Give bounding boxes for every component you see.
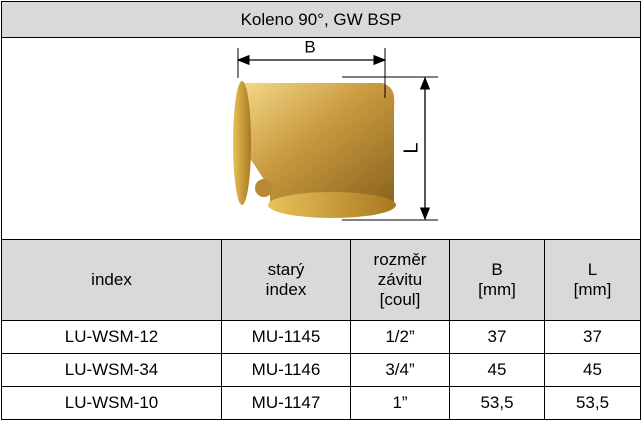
cell: LU-WSM-34 — [2, 354, 222, 387]
header-text: B — [450, 260, 544, 280]
cell: 53,5 — [450, 387, 545, 420]
header-text: závitu — [351, 270, 449, 290]
title: Koleno 90°, GW BSP — [2, 2, 641, 38]
cell: 1/2” — [351, 321, 450, 354]
header-text: L — [545, 260, 640, 280]
bottom-flange — [268, 192, 396, 218]
cell: 37 — [450, 321, 545, 354]
image-row: B L — [2, 38, 641, 240]
cell: 1” — [351, 387, 450, 420]
side-flange — [233, 81, 251, 205]
cell: MU-1147 — [222, 387, 351, 420]
header-cell: index — [2, 240, 222, 321]
header-text: [coul] — [351, 290, 449, 310]
image-cell: B L — [2, 38, 641, 240]
cell: MU-1145 — [222, 321, 351, 354]
cell: MU-1146 — [222, 354, 351, 387]
cell: 45 — [545, 354, 641, 387]
header-text: [mm] — [450, 280, 544, 300]
header-cell: B[mm] — [450, 240, 545, 321]
header-cell: L[mm] — [545, 240, 641, 321]
cell: 3/4” — [351, 354, 450, 387]
label-l: L — [400, 142, 422, 153]
header-text: [mm] — [545, 280, 640, 300]
fitting-image: B L — [2, 38, 641, 239]
cell: LU-WSM-10 — [2, 387, 222, 420]
product-table: Koleno 90°, GW BSP — [1, 1, 641, 420]
label-b: B — [304, 38, 315, 56]
cell: 45 — [450, 354, 545, 387]
page: {"table": { "title": "Koleno 90°, GW BSP… — [0, 0, 641, 431]
header-text: index — [222, 280, 350, 300]
boss — [255, 179, 273, 197]
header-text: index — [2, 270, 221, 290]
cell: 53,5 — [545, 387, 641, 420]
cell: LU-WSM-12 — [2, 321, 222, 354]
cell: 37 — [545, 321, 641, 354]
header-text: starý — [222, 260, 350, 280]
title-row: Koleno 90°, GW BSP — [2, 2, 641, 38]
header-text: rozměr — [351, 250, 449, 270]
